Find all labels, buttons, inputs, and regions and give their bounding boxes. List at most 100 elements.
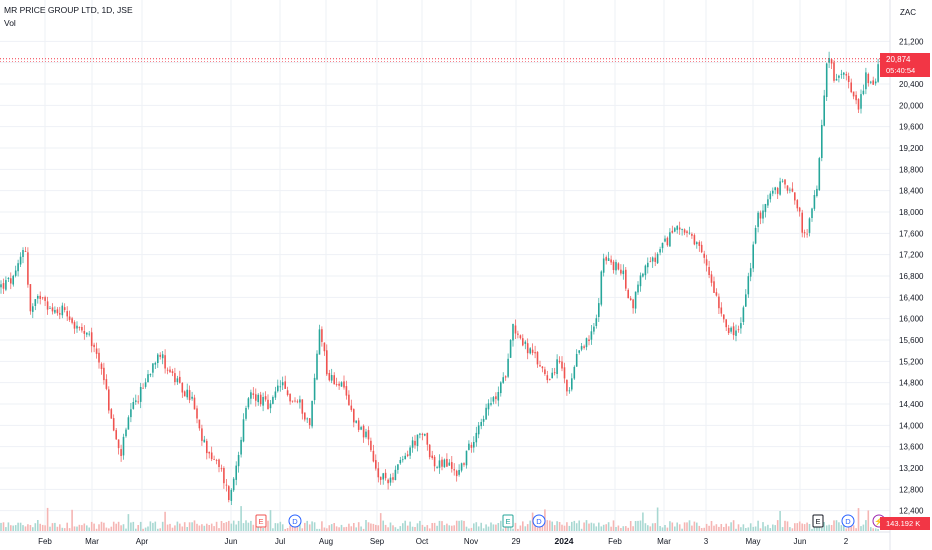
volume-bar bbox=[825, 525, 828, 531]
candle-body bbox=[66, 311, 68, 317]
volume-bar bbox=[308, 524, 311, 531]
volume-bar bbox=[345, 526, 348, 531]
volume-bar bbox=[250, 520, 252, 531]
volume-bar bbox=[154, 521, 157, 531]
volume-bar bbox=[448, 525, 451, 531]
volume-bar bbox=[365, 520, 367, 531]
volume-bar bbox=[830, 525, 833, 531]
candle-body bbox=[394, 469, 397, 480]
volume-bar bbox=[63, 528, 66, 531]
volume-bar bbox=[144, 527, 147, 531]
volume-bar bbox=[54, 522, 56, 531]
candle-body bbox=[654, 257, 656, 262]
candle-body bbox=[105, 379, 108, 389]
candle-body bbox=[566, 380, 568, 392]
candle-body bbox=[250, 392, 252, 399]
candle-body bbox=[845, 74, 848, 76]
event-markers[interactable]: E D E D E D ⚡ bbox=[255, 514, 886, 528]
volume-bar bbox=[524, 526, 527, 531]
earnings-marker-shape bbox=[255, 514, 267, 528]
candle-body bbox=[426, 432, 429, 445]
dividend-event-icon[interactable]: D bbox=[841, 514, 855, 528]
volume-bar bbox=[159, 528, 161, 531]
candle-body bbox=[835, 79, 838, 81]
earnings-event-icon[interactable]: E bbox=[255, 514, 267, 528]
volume-bar bbox=[149, 521, 152, 531]
candle-body bbox=[215, 460, 218, 461]
volume-bar bbox=[255, 526, 257, 531]
volume-bar bbox=[22, 525, 24, 531]
volume-bar bbox=[12, 525, 14, 531]
candle-body bbox=[504, 376, 507, 378]
candle-body bbox=[56, 309, 59, 314]
candle-body bbox=[691, 234, 693, 236]
volume-bar bbox=[14, 525, 17, 531]
event-marker-label: E bbox=[815, 517, 820, 526]
volume-bar bbox=[296, 526, 299, 531]
candle-body bbox=[867, 74, 870, 84]
x-tick-label: Apr bbox=[136, 537, 149, 546]
earnings-event-icon[interactable]: E bbox=[812, 514, 824, 528]
candle-body bbox=[71, 318, 73, 323]
candle-body bbox=[816, 188, 818, 196]
volume-bar bbox=[19, 522, 22, 531]
volume-bar bbox=[353, 523, 355, 531]
candle-body bbox=[262, 397, 264, 406]
volume-bar bbox=[39, 523, 41, 531]
dividend-event-icon[interactable]: D bbox=[288, 514, 302, 528]
volume-bar bbox=[90, 521, 93, 531]
candle-body bbox=[715, 292, 718, 296]
volume-bar bbox=[747, 527, 750, 531]
volume-bar bbox=[362, 528, 365, 531]
candle-body bbox=[191, 396, 193, 399]
volume-bar bbox=[264, 525, 267, 531]
candle-body bbox=[323, 342, 326, 352]
volume-bars bbox=[0, 506, 879, 531]
candle-body bbox=[402, 459, 404, 461]
volume-bar bbox=[438, 520, 441, 531]
volume-bar bbox=[681, 528, 683, 531]
candle-body bbox=[644, 265, 647, 276]
x-tick-label: 2 bbox=[844, 537, 849, 546]
dividend-marker-shape bbox=[288, 514, 302, 528]
candle-body bbox=[585, 338, 588, 348]
volume-bar bbox=[683, 522, 686, 531]
candle-body bbox=[213, 459, 215, 460]
volume-bar bbox=[404, 520, 406, 531]
candle-body bbox=[465, 450, 468, 466]
volume-bar bbox=[32, 527, 34, 531]
candle-body bbox=[762, 210, 764, 219]
dividend-event-icon[interactable]: D bbox=[532, 514, 546, 528]
earnings-marker-shape bbox=[502, 514, 514, 528]
candle-body bbox=[438, 460, 441, 468]
volume-bar bbox=[127, 514, 130, 531]
volume-bar bbox=[791, 528, 794, 531]
candle-body bbox=[789, 189, 791, 191]
candle-body bbox=[850, 82, 852, 93]
volume-bar bbox=[100, 521, 103, 531]
candle-body bbox=[142, 387, 144, 389]
candle-body bbox=[174, 373, 176, 383]
candle-body bbox=[681, 228, 683, 230]
volume-bar bbox=[0, 522, 2, 531]
candle-body bbox=[703, 253, 705, 258]
volume-bar bbox=[485, 524, 487, 531]
candle-body bbox=[448, 462, 451, 466]
event-marker-label: E bbox=[505, 517, 510, 526]
volume-bar bbox=[179, 523, 181, 531]
candle-body bbox=[255, 394, 257, 401]
volume-bar bbox=[196, 523, 198, 531]
candle-body bbox=[821, 125, 823, 158]
candle-body bbox=[223, 468, 225, 484]
volume-bar bbox=[857, 508, 860, 531]
volume-bar bbox=[732, 520, 735, 531]
volume-bar bbox=[737, 524, 740, 531]
volume-bar bbox=[549, 520, 551, 531]
earnings-event-icon[interactable]: E bbox=[502, 514, 514, 528]
volume-bar bbox=[394, 527, 397, 531]
volume-bar bbox=[130, 522, 132, 531]
volume-bar bbox=[862, 524, 865, 531]
volume-bar bbox=[742, 524, 745, 531]
volume-bar bbox=[843, 525, 845, 531]
